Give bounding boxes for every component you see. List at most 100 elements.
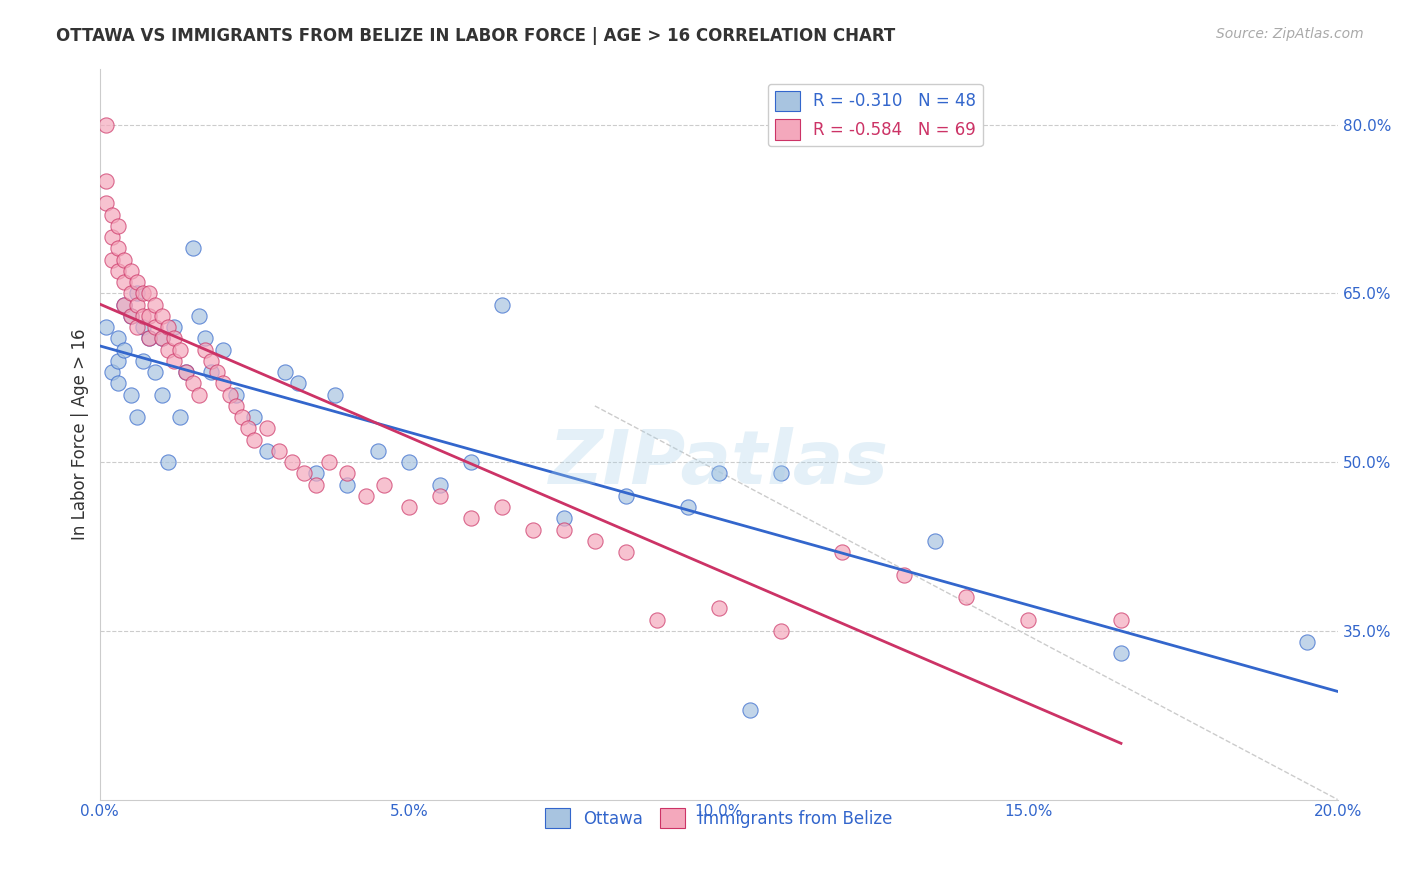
Point	[112, 252, 135, 267]
Point	[738, 702, 761, 716]
Point	[138, 331, 160, 345]
Point	[614, 489, 637, 503]
Point	[125, 275, 148, 289]
Point	[138, 309, 160, 323]
Point	[256, 443, 278, 458]
Point	[132, 320, 155, 334]
Point	[101, 230, 124, 244]
Point	[212, 343, 235, 357]
Point	[769, 624, 792, 638]
Point	[107, 331, 129, 345]
Point	[187, 387, 209, 401]
Point	[212, 376, 235, 391]
Point	[187, 309, 209, 323]
Point	[614, 545, 637, 559]
Point	[145, 365, 167, 379]
Point	[125, 298, 148, 312]
Point	[94, 118, 117, 132]
Point	[94, 320, 117, 334]
Point	[156, 455, 179, 469]
Point	[120, 387, 142, 401]
Point	[398, 500, 420, 515]
Legend: Ottawa, Immigrants from Belize: Ottawa, Immigrants from Belize	[538, 801, 898, 835]
Point	[238, 421, 260, 435]
Point	[225, 399, 247, 413]
Point	[156, 343, 179, 357]
Point	[336, 467, 359, 481]
Point	[101, 252, 124, 267]
Point	[553, 523, 575, 537]
Point	[305, 467, 328, 481]
Point	[1295, 635, 1317, 649]
Point	[150, 309, 173, 323]
Point	[287, 376, 309, 391]
Point	[169, 410, 191, 425]
Point	[107, 354, 129, 368]
Point	[1109, 646, 1132, 660]
Point	[145, 320, 167, 334]
Point	[112, 298, 135, 312]
Point	[292, 467, 315, 481]
Point	[101, 365, 124, 379]
Y-axis label: In Labor Force | Age > 16: In Labor Force | Age > 16	[72, 328, 89, 540]
Point	[305, 477, 328, 491]
Point	[707, 467, 730, 481]
Point	[181, 376, 204, 391]
Point	[163, 320, 186, 334]
Point	[491, 500, 513, 515]
Point	[150, 331, 173, 345]
Point	[125, 320, 148, 334]
Point	[645, 613, 668, 627]
Point	[243, 410, 266, 425]
Point	[398, 455, 420, 469]
Text: OTTAWA VS IMMIGRANTS FROM BELIZE IN LABOR FORCE | AGE > 16 CORRELATION CHART: OTTAWA VS IMMIGRANTS FROM BELIZE IN LABO…	[56, 27, 896, 45]
Point	[138, 286, 160, 301]
Point	[207, 365, 229, 379]
Point	[831, 545, 853, 559]
Point	[336, 477, 359, 491]
Point	[163, 354, 186, 368]
Point	[1109, 613, 1132, 627]
Point	[150, 387, 173, 401]
Point	[107, 376, 129, 391]
Point	[120, 286, 142, 301]
Point	[107, 264, 129, 278]
Point	[318, 455, 340, 469]
Point	[138, 331, 160, 345]
Point	[132, 286, 155, 301]
Point	[181, 242, 204, 256]
Point	[94, 174, 117, 188]
Point	[200, 365, 222, 379]
Point	[107, 219, 129, 233]
Point	[194, 343, 217, 357]
Point	[280, 455, 302, 469]
Point	[553, 511, 575, 525]
Point	[955, 590, 977, 604]
Point	[107, 242, 129, 256]
Point	[176, 365, 198, 379]
Point	[169, 343, 191, 357]
Point	[429, 489, 451, 503]
Point	[125, 286, 148, 301]
Point	[120, 309, 142, 323]
Point	[893, 567, 915, 582]
Text: ZIPatlas: ZIPatlas	[548, 426, 889, 500]
Point	[125, 410, 148, 425]
Point	[373, 477, 395, 491]
Point	[218, 387, 240, 401]
Point	[132, 309, 155, 323]
Point	[367, 443, 389, 458]
Point	[460, 511, 482, 525]
Point	[112, 343, 135, 357]
Point	[225, 387, 247, 401]
Point	[429, 477, 451, 491]
Point	[150, 331, 173, 345]
Point	[194, 331, 217, 345]
Point	[460, 455, 482, 469]
Point	[676, 500, 699, 515]
Point	[256, 421, 278, 435]
Point	[200, 354, 222, 368]
Point	[1017, 613, 1039, 627]
Point	[120, 264, 142, 278]
Point	[522, 523, 544, 537]
